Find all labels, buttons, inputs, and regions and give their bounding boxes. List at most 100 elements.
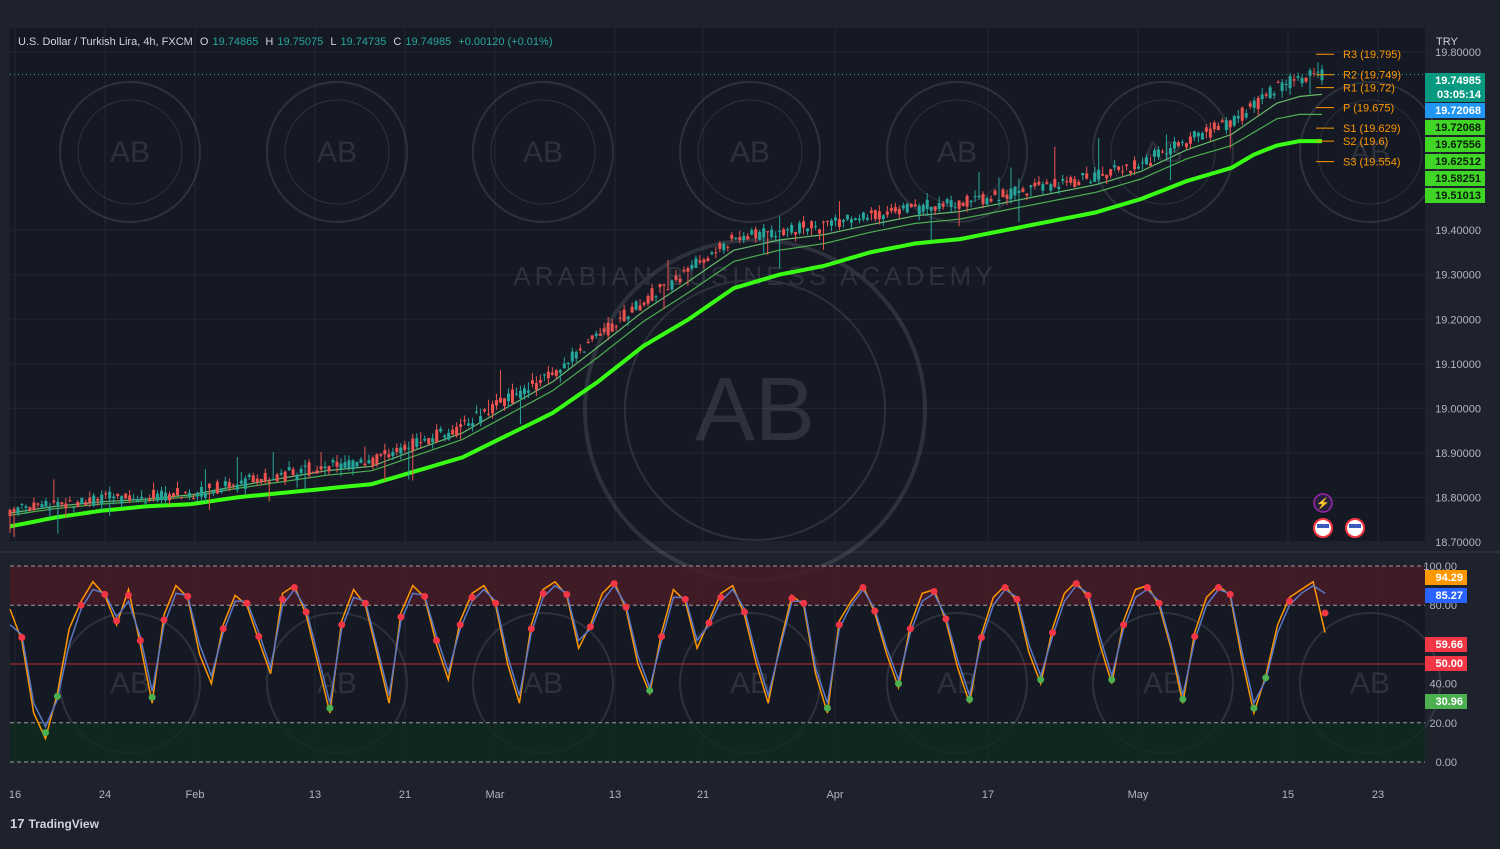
cross-dot [421, 592, 429, 600]
candle-body [706, 258, 710, 262]
oscillator-tag-label: 94.29 [1435, 572, 1463, 584]
time-axis-label: May [1128, 789, 1149, 801]
candle-body [738, 237, 742, 241]
time-axis-label: Apr [826, 789, 843, 801]
candle-body [283, 471, 287, 482]
candle-body [746, 235, 750, 240]
candle-body [590, 335, 594, 340]
candle-body [1192, 131, 1196, 138]
candle-body [985, 198, 989, 205]
candle-body [778, 230, 782, 232]
candle-body [1304, 77, 1308, 82]
candle-body [483, 409, 487, 412]
candle-body [383, 450, 387, 455]
candle-body [60, 502, 64, 505]
price-tag [1425, 188, 1485, 203]
pivot-label-3: P (19.675) [1343, 103, 1394, 115]
candle-body [52, 500, 56, 503]
candle-body [172, 493, 176, 497]
watermark-seal [1092, 81, 1234, 223]
watermark-mark: AB [110, 136, 150, 169]
candle-body [861, 212, 865, 220]
candle-body [730, 234, 734, 239]
high-value: 19.75075 [277, 36, 324, 48]
candle-body [1244, 113, 1248, 118]
candle-body [766, 231, 770, 233]
candle-body [399, 447, 403, 454]
change-value: +0.00120 (+0.01%) [458, 36, 553, 48]
candle-body [84, 502, 88, 506]
candle-body [124, 493, 128, 499]
cross-dot [42, 729, 50, 737]
candle-body [594, 333, 598, 337]
candle-body [227, 482, 231, 489]
candle-body [1153, 150, 1157, 157]
price-tag [1425, 87, 1485, 102]
candle-body [96, 498, 100, 501]
candle-body [132, 499, 136, 501]
watermark-seal-inner [490, 99, 596, 205]
candle-body [937, 203, 941, 210]
candle-body [997, 199, 1001, 202]
candle-body [24, 506, 28, 508]
tradingview-logo-icon: 17 [10, 816, 25, 831]
candle-body [323, 466, 327, 469]
candle-body [534, 383, 538, 391]
pivot-label-0: R3 (19.795) [1343, 49, 1401, 61]
candle-body [391, 451, 395, 456]
candle-body [837, 219, 841, 227]
candle-body [1065, 181, 1069, 183]
candle-body [1228, 120, 1232, 128]
candle-body [710, 252, 714, 255]
candle-body [120, 496, 124, 504]
candle-body [1196, 132, 1200, 137]
tradingview-brand[interactable]: 17 TradingView [10, 816, 99, 831]
candle-body [1113, 165, 1117, 168]
candle-body [1033, 182, 1037, 187]
candle-body [387, 454, 391, 458]
cross-dot [1191, 633, 1199, 641]
price-axis-label: 19.20000 [1435, 314, 1481, 326]
candle-body [367, 460, 371, 464]
cross-dot [895, 680, 903, 688]
oscillator-tag-label: 85.27 [1435, 590, 1463, 602]
candle-body [885, 211, 889, 215]
candle-body [307, 462, 311, 476]
cross-dot [586, 623, 594, 631]
cross-dot [610, 580, 618, 588]
candle-body [439, 428, 443, 432]
candle-body [1220, 120, 1224, 123]
candle-body [921, 204, 925, 212]
candle-body [1061, 178, 1065, 181]
candle-body [634, 301, 638, 310]
cross-dot [966, 695, 974, 703]
candle-body [311, 472, 315, 474]
symbol-title[interactable]: U.S. Dollar / Turkish Lira, 4h, FXCM [18, 36, 193, 48]
oscillator-tag-label: 59.66 [1435, 639, 1463, 651]
candle-body [1172, 141, 1176, 149]
candle-body [678, 278, 682, 283]
candle-body [28, 507, 32, 510]
cross-dot [136, 636, 144, 644]
candle-body [183, 491, 187, 493]
price-pane-bg [10, 28, 1425, 542]
candle-body [734, 237, 738, 239]
candle-body [1280, 82, 1284, 92]
time-axis-label: Mar [486, 789, 505, 801]
candle-body [191, 497, 195, 500]
price-tag-label: 19.58251 [1435, 173, 1481, 185]
candle-body [175, 488, 179, 496]
candle-body [542, 374, 546, 376]
candle-body [164, 492, 168, 501]
price-axis-label: 19.80000 [1435, 47, 1481, 59]
candle-body [618, 317, 622, 319]
candle-body [1093, 172, 1097, 182]
candle-body [989, 198, 993, 202]
candle-body [762, 228, 766, 238]
watermark-mark: AB [523, 667, 563, 700]
candle-body [538, 379, 542, 383]
watermark-mark: AB [1350, 136, 1390, 169]
oscillator-axis-label: 20.00 [1429, 718, 1457, 730]
